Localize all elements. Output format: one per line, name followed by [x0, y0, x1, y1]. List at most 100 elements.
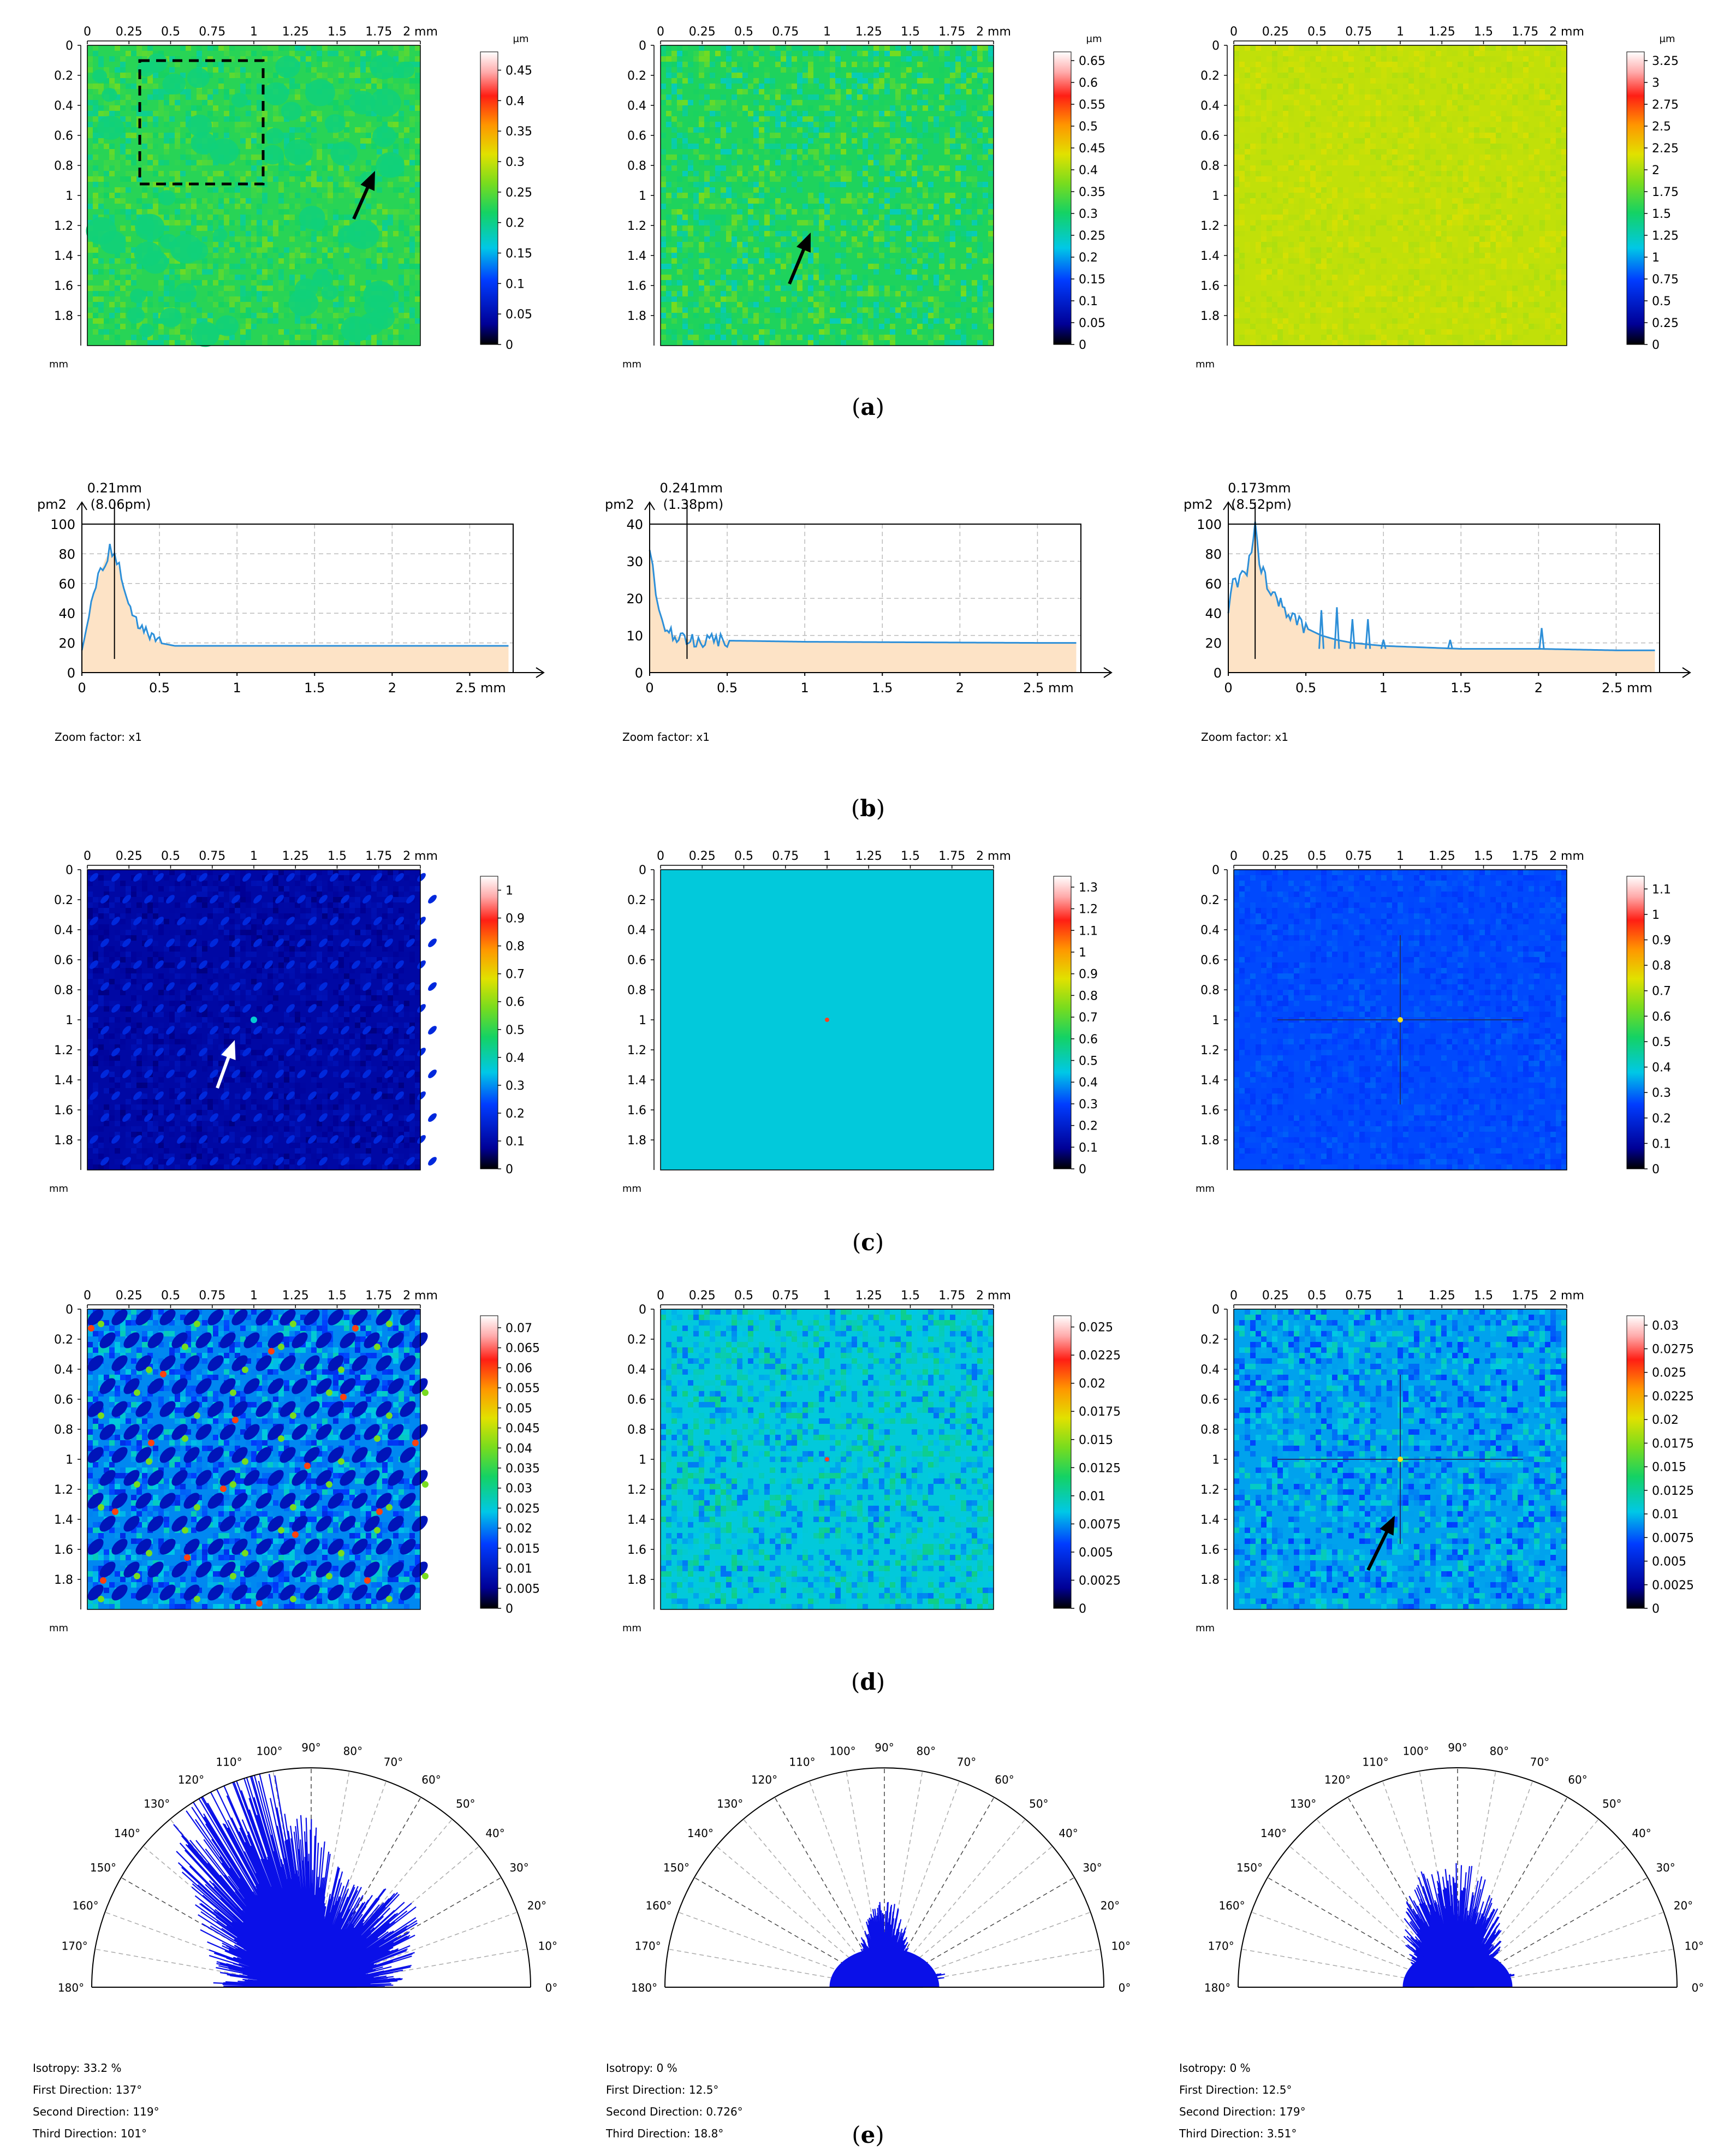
surface-cell [873, 56, 879, 62]
surface-cell [1392, 198, 1398, 204]
surface-cell [715, 127, 721, 133]
surface-cell [1529, 198, 1534, 204]
surface-cell [1310, 116, 1316, 122]
surface-cell [377, 225, 382, 231]
surface-cell [267, 51, 273, 56]
surface-cell [213, 122, 218, 127]
surface-cell [262, 247, 267, 253]
surface-cell [355, 127, 360, 133]
surface-cell [1299, 105, 1305, 111]
surface-cell [955, 111, 961, 116]
surface-cell [360, 84, 366, 89]
surface-cell [1348, 160, 1354, 165]
surface-cell [819, 269, 824, 275]
surface-cell [153, 84, 158, 89]
surface-cell [257, 171, 262, 176]
surface-cell [164, 275, 169, 280]
surface-cell [906, 307, 912, 313]
surface-cell [1414, 133, 1419, 138]
surface-cell [835, 182, 841, 187]
surface-cell [841, 253, 846, 258]
surface-cell [944, 198, 950, 204]
surface-cell [688, 302, 693, 307]
surface-cell [1463, 155, 1469, 160]
surface-cell [1523, 127, 1529, 133]
surface-cell [797, 78, 802, 84]
surface-cell [934, 204, 939, 209]
surface-cell [1523, 116, 1529, 122]
surface-cell [246, 335, 251, 340]
surface-cell [120, 313, 126, 318]
surface-cell [1337, 111, 1343, 116]
surface-cell [1436, 51, 1441, 56]
surface-cell [120, 78, 126, 84]
surface-cell [218, 78, 224, 84]
surface-cell [1370, 144, 1376, 149]
surface-cell [262, 133, 267, 138]
surface-cell [131, 105, 136, 111]
surface-cell [671, 193, 677, 198]
surface-cell [770, 144, 775, 149]
surface-cell [748, 198, 753, 204]
surface-cell [1523, 51, 1529, 56]
surface-cell [1419, 127, 1425, 133]
surface-cell [1419, 198, 1425, 204]
surface-cell [278, 258, 284, 264]
surface-cell [1327, 100, 1332, 105]
surface-cell [218, 84, 224, 89]
surface-cell [808, 94, 813, 100]
surface-cell [300, 116, 306, 122]
surface-cell [917, 94, 923, 100]
surface-cell [289, 171, 295, 176]
surface-cell [1556, 78, 1561, 84]
surface-cell [852, 242, 857, 247]
surface-cell [197, 160, 202, 165]
surface-cell [895, 122, 901, 127]
surface-cell [1250, 220, 1256, 225]
surface-cell [1496, 149, 1501, 155]
surface-cell [955, 171, 961, 176]
surface-cell [207, 296, 213, 302]
surface-cell [742, 275, 748, 280]
surface-cell [939, 280, 944, 286]
surface-cell [661, 286, 666, 291]
surface-cell [671, 253, 677, 258]
surface-cell [262, 302, 267, 307]
surface-cell [87, 313, 93, 318]
surface-cell [1403, 133, 1408, 138]
surface-cell [366, 78, 371, 84]
surface-cell [923, 73, 928, 78]
surface-cell [240, 313, 246, 318]
surface-cell [393, 116, 399, 122]
surface-cell [409, 215, 415, 220]
surface-cell [1458, 171, 1463, 176]
dimple-mark [284, 139, 313, 165]
surface-cell [852, 307, 857, 313]
surface-cell [317, 204, 322, 209]
surface-cell [928, 242, 934, 247]
surface-cell [764, 225, 770, 231]
surface-cell [1436, 165, 1441, 171]
surface-cell [868, 193, 873, 198]
surface-cell [1512, 171, 1518, 176]
surface-cell [781, 236, 786, 242]
surface-cell [158, 302, 164, 307]
surface-cell [857, 335, 863, 340]
surface-cell [1327, 209, 1332, 215]
surface-cell [753, 231, 759, 236]
surface-cell [240, 133, 246, 138]
surface-cell [857, 318, 863, 324]
surface-cell [377, 78, 382, 84]
surface-cell [955, 231, 961, 236]
surface-cell [1463, 133, 1469, 138]
surface-cell [180, 198, 186, 204]
surface-cell [1267, 215, 1272, 220]
surface-cell [1441, 100, 1447, 105]
surface-cell [792, 155, 797, 160]
surface-cell [180, 204, 186, 209]
surface-cell [1534, 176, 1539, 182]
surface-cell [1490, 198, 1496, 204]
surface-cell [1321, 182, 1327, 187]
surface-cell [1398, 198, 1403, 204]
surface-cell [671, 51, 677, 56]
